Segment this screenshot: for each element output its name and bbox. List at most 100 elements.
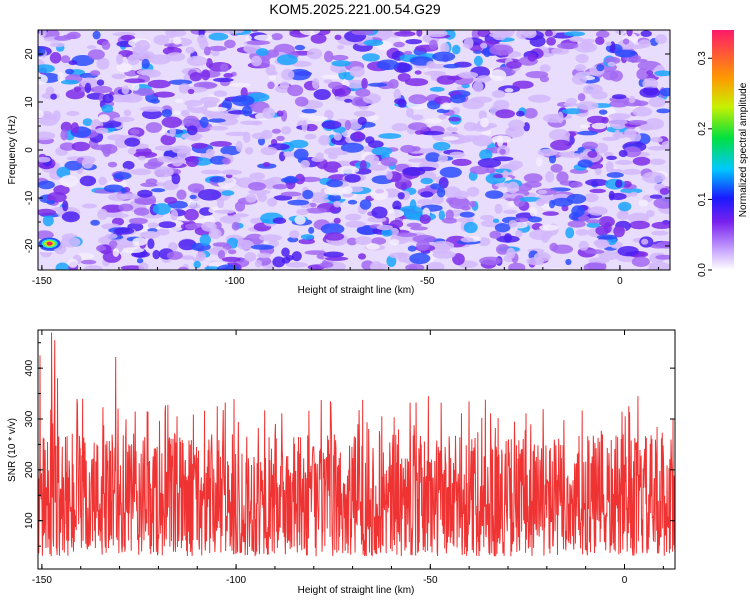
spectrogram-blob xyxy=(49,42,65,48)
spectrogram-blob xyxy=(345,213,362,221)
spectrogram-blob xyxy=(493,174,504,179)
spectrogram-blob xyxy=(357,253,367,260)
spectrogram-blob xyxy=(71,141,91,152)
spectrogram-blob xyxy=(107,161,118,168)
spectrogram-blob xyxy=(627,212,650,224)
spectrogram-blob xyxy=(138,262,149,270)
spectrogram-blob xyxy=(434,95,452,105)
spectrogram-blob xyxy=(280,191,302,197)
spectrogram-blob xyxy=(38,131,56,141)
spectrogram-blob xyxy=(420,191,434,198)
spectrogram-blob xyxy=(301,119,308,132)
spectrogram-blob xyxy=(411,114,424,121)
spectrogram-blob xyxy=(213,209,235,214)
spectrogram-blob xyxy=(654,70,670,77)
spectrogram-blob xyxy=(293,148,309,160)
spectrogram-blob xyxy=(91,144,113,151)
spectrogram-blob xyxy=(304,133,317,140)
spectrogram-blob xyxy=(393,88,402,101)
spectrogram-blob xyxy=(355,88,371,97)
spectrogram-blob xyxy=(187,125,198,136)
spectrogram-blob xyxy=(188,204,201,209)
spectrogram-blob xyxy=(101,104,114,113)
spectrogram-blob xyxy=(287,68,311,81)
spectrogram-blob xyxy=(145,178,158,185)
spectrogram-blob xyxy=(255,48,269,57)
spectrogram-blob xyxy=(272,184,288,190)
spectrogram-blob xyxy=(296,208,309,216)
spectrogram-blob xyxy=(50,93,57,100)
spectrogram-blob xyxy=(546,37,556,46)
spectrogram-blob xyxy=(247,189,271,195)
spectrogram-blob xyxy=(166,52,186,62)
spectrogram-blob xyxy=(515,230,523,238)
spectrogram-blob xyxy=(436,187,446,198)
spectrogram-blob xyxy=(525,71,549,79)
spectrogram-blob xyxy=(221,256,241,262)
spectrogram-blob xyxy=(355,236,372,246)
spectrogram-blob xyxy=(331,54,349,61)
spectrogram-blob xyxy=(519,196,542,202)
spectrogram-blob xyxy=(596,64,605,72)
spectrogram-blob xyxy=(539,224,559,231)
spectrogram-blob xyxy=(596,234,618,240)
spectrogram-blob xyxy=(340,142,364,153)
spectrogram-blob xyxy=(209,176,226,183)
spectrogram-blob xyxy=(655,254,670,260)
spectrogram-blob xyxy=(248,182,266,191)
spectrogram-blob xyxy=(161,116,182,128)
spectrogram-blob xyxy=(108,240,118,250)
spectrogram-blob xyxy=(96,79,105,86)
spectrogram-blob xyxy=(289,230,300,239)
spectrogram-blob xyxy=(400,144,416,154)
spectrogram-blob xyxy=(396,232,418,237)
spectrogram-blob xyxy=(502,170,509,179)
spectrogram-blob xyxy=(260,146,278,156)
spectrogram-blob xyxy=(49,52,62,64)
spectrogram-blob xyxy=(533,252,551,262)
spectrogram-x-label: Height of straight line (km) xyxy=(298,285,415,296)
spectrogram-blob xyxy=(594,142,609,154)
spectrogram-blob xyxy=(368,140,384,149)
spectrogram-blob xyxy=(345,220,366,228)
spectrogram-blob xyxy=(529,206,538,217)
spectrogram-blob xyxy=(569,181,583,188)
spectrogram-blob xyxy=(244,252,257,262)
spectrogram-blob xyxy=(209,125,229,131)
spectrogram-blob xyxy=(38,156,51,163)
spectrogram-blob xyxy=(544,30,553,37)
spectrogram-blob xyxy=(120,265,145,270)
spectrogram-blob xyxy=(479,256,502,266)
spectrogram-blob xyxy=(254,259,262,268)
spectrogram-blob xyxy=(489,44,514,56)
spectrogram-blob xyxy=(556,42,579,50)
spectrogram-blob xyxy=(175,98,184,104)
snr-frame xyxy=(37,329,676,570)
spectrogram-blob xyxy=(448,197,470,209)
spectrogram-blob xyxy=(389,219,404,229)
spectrogram-blob xyxy=(642,171,666,184)
x-tick-label: -50 xyxy=(423,575,438,586)
spectrogram-blob xyxy=(262,107,275,119)
spectrogram-blob xyxy=(537,189,548,195)
spectrogram-blob xyxy=(574,64,587,72)
spectrogram-blob xyxy=(407,158,426,163)
spectrogram-blob xyxy=(345,136,352,143)
spectrogram-blob xyxy=(542,211,559,216)
spectrogram-blob xyxy=(591,122,607,130)
y-tick-label: 100 xyxy=(24,512,35,529)
spectrogram-blob xyxy=(108,193,128,201)
spectrogram-blob xyxy=(201,69,211,81)
spectrogram-blob xyxy=(495,109,516,119)
spectrogram-blob xyxy=(646,266,663,270)
spectrogram-blob xyxy=(135,147,152,157)
spectrogram-blob xyxy=(604,56,621,65)
spectrogram-blob xyxy=(294,215,306,225)
spectrogram-blob xyxy=(86,45,97,50)
spectrogram-blob xyxy=(361,78,368,90)
spectrogram-blob xyxy=(311,198,330,204)
spectrogram-blob xyxy=(365,243,380,250)
spectrogram-blob xyxy=(302,189,314,200)
spectrogram-blob xyxy=(492,218,500,224)
